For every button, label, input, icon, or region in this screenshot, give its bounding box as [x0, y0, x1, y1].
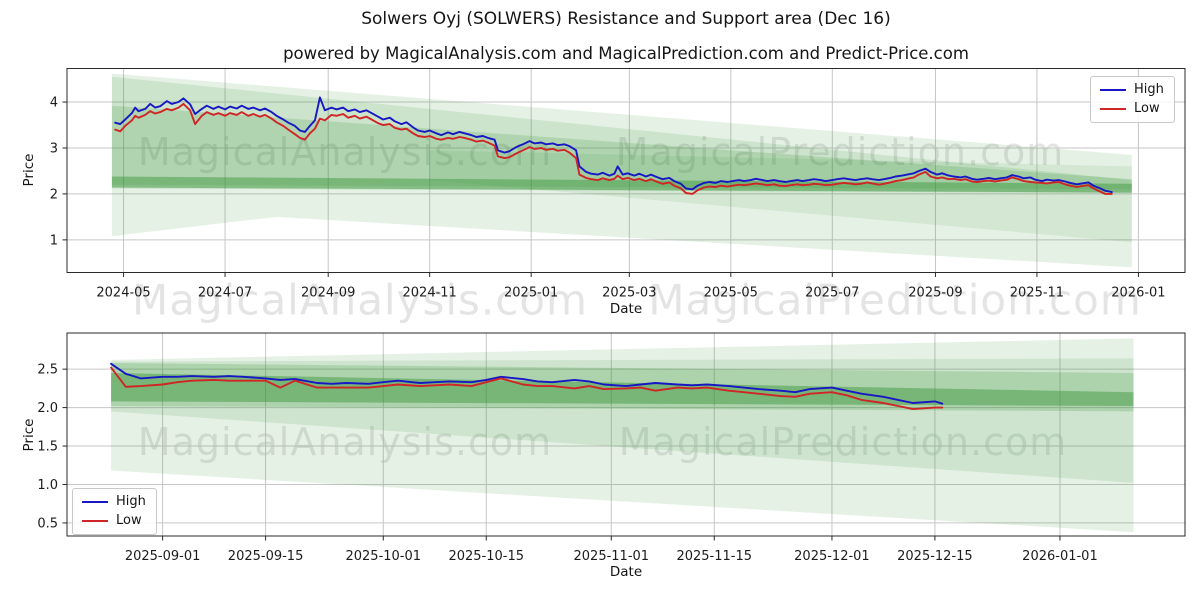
x-tick-label: 2025-07 — [805, 286, 859, 301]
y-axis-label-zoom: Price — [21, 418, 37, 452]
watermark-text: MagicalPrediction.com — [648, 275, 1142, 325]
watermark-text: MagicalPrediction.com — [615, 130, 1065, 174]
watermark-text: MagicalAnalysis.com — [137, 130, 553, 174]
resistance-fan-mid-band — [111, 105, 1132, 193]
x-tick-label: 2026-01 — [1111, 286, 1165, 301]
x-tick-label: 2025-09-01 — [125, 549, 201, 564]
legend-item: Low — [82, 514, 146, 528]
y-tick-label: 1.5 — [37, 440, 58, 455]
chart-subtitle: powered by MagicalAnalysis.com and Magic… — [283, 44, 969, 63]
x-tick-label: 2024-07 — [198, 286, 252, 301]
x-axis-label-main: Date — [609, 301, 643, 317]
legend-zoom: High Low — [72, 488, 157, 535]
y-tick-label: 3 — [50, 141, 58, 156]
x-tick-label: 2025-11-15 — [676, 549, 752, 564]
x-tick-label: 2025-11 — [1010, 286, 1064, 301]
y-tick-label: 1.0 — [37, 478, 58, 493]
high-line — [114, 96, 1113, 194]
x-tick-label: 2025-05 — [704, 286, 758, 301]
y-tick-label: 1 — [50, 233, 58, 248]
y-axis-label-main: Price — [21, 153, 37, 187]
legend-label: Low — [1134, 101, 1160, 116]
legend-line-swatch — [1100, 108, 1126, 110]
low-line — [114, 102, 1113, 195]
low-line — [110, 366, 944, 411]
x-tick-label: 2025-01 — [504, 286, 558, 301]
legend-item: Low — [1100, 102, 1164, 116]
chart-title: Solwers Oyj (SOLWERS) Resistance and Sup… — [361, 9, 891, 29]
x-tick-label: 2026-01-01 — [1022, 549, 1098, 564]
legend-item: High — [1100, 83, 1164, 97]
support-core-band — [111, 373, 1134, 406]
x-axis-label-zoom: Date — [609, 564, 643, 580]
x-tick-label: 2025-03 — [602, 286, 656, 301]
legend-label: High — [1134, 82, 1164, 97]
resistance-fan-upper-band — [111, 358, 1134, 483]
watermark-text: MagicalAnalysis.com — [132, 275, 588, 325]
x-tick-label: 2025-09 — [908, 286, 962, 301]
legend-main: High Low — [1090, 76, 1175, 123]
x-tick-label: 2024-09 — [301, 286, 355, 301]
x-tick-label: 2024-05 — [96, 286, 150, 301]
legend-line-swatch — [82, 520, 108, 522]
watermark-text: MagicalAnalysis.com — [137, 420, 553, 464]
plot-border — [66, 332, 1186, 537]
x-tick-label: 2025-12-01 — [794, 549, 870, 564]
high-line — [110, 362, 944, 405]
x-tick-label: 2025-09-15 — [228, 549, 304, 564]
legend-label: Low — [116, 513, 142, 528]
x-tick-label: 2025-11-01 — [574, 549, 650, 564]
legend-label: High — [116, 494, 146, 509]
resistance-fan-upper-band — [111, 76, 1132, 190]
support-core-band — [111, 176, 1132, 193]
y-tick-label: 2.5 — [37, 363, 58, 378]
y-tick-label: 0.5 — [37, 516, 58, 531]
x-tick-label: 2025-10-01 — [345, 549, 421, 564]
legend-line-swatch — [82, 501, 108, 503]
y-tick-label: 4 — [50, 96, 58, 111]
support-resistance-outer-band — [111, 73, 1132, 268]
x-tick-label: 2025-10-15 — [448, 549, 524, 564]
legend-item: High — [82, 495, 146, 509]
y-tick-label: 2 — [50, 187, 58, 202]
x-tick-label: 2025-12-15 — [897, 549, 973, 564]
x-tick-label: 2024-11 — [403, 286, 457, 301]
y-tick-label: 2.0 — [37, 401, 58, 416]
legend-line-swatch — [1100, 89, 1126, 91]
resistance-fan-mid-band — [111, 363, 1134, 412]
plot-border — [66, 68, 1186, 273]
watermark-text: MagicalPrediction.com — [618, 420, 1068, 464]
